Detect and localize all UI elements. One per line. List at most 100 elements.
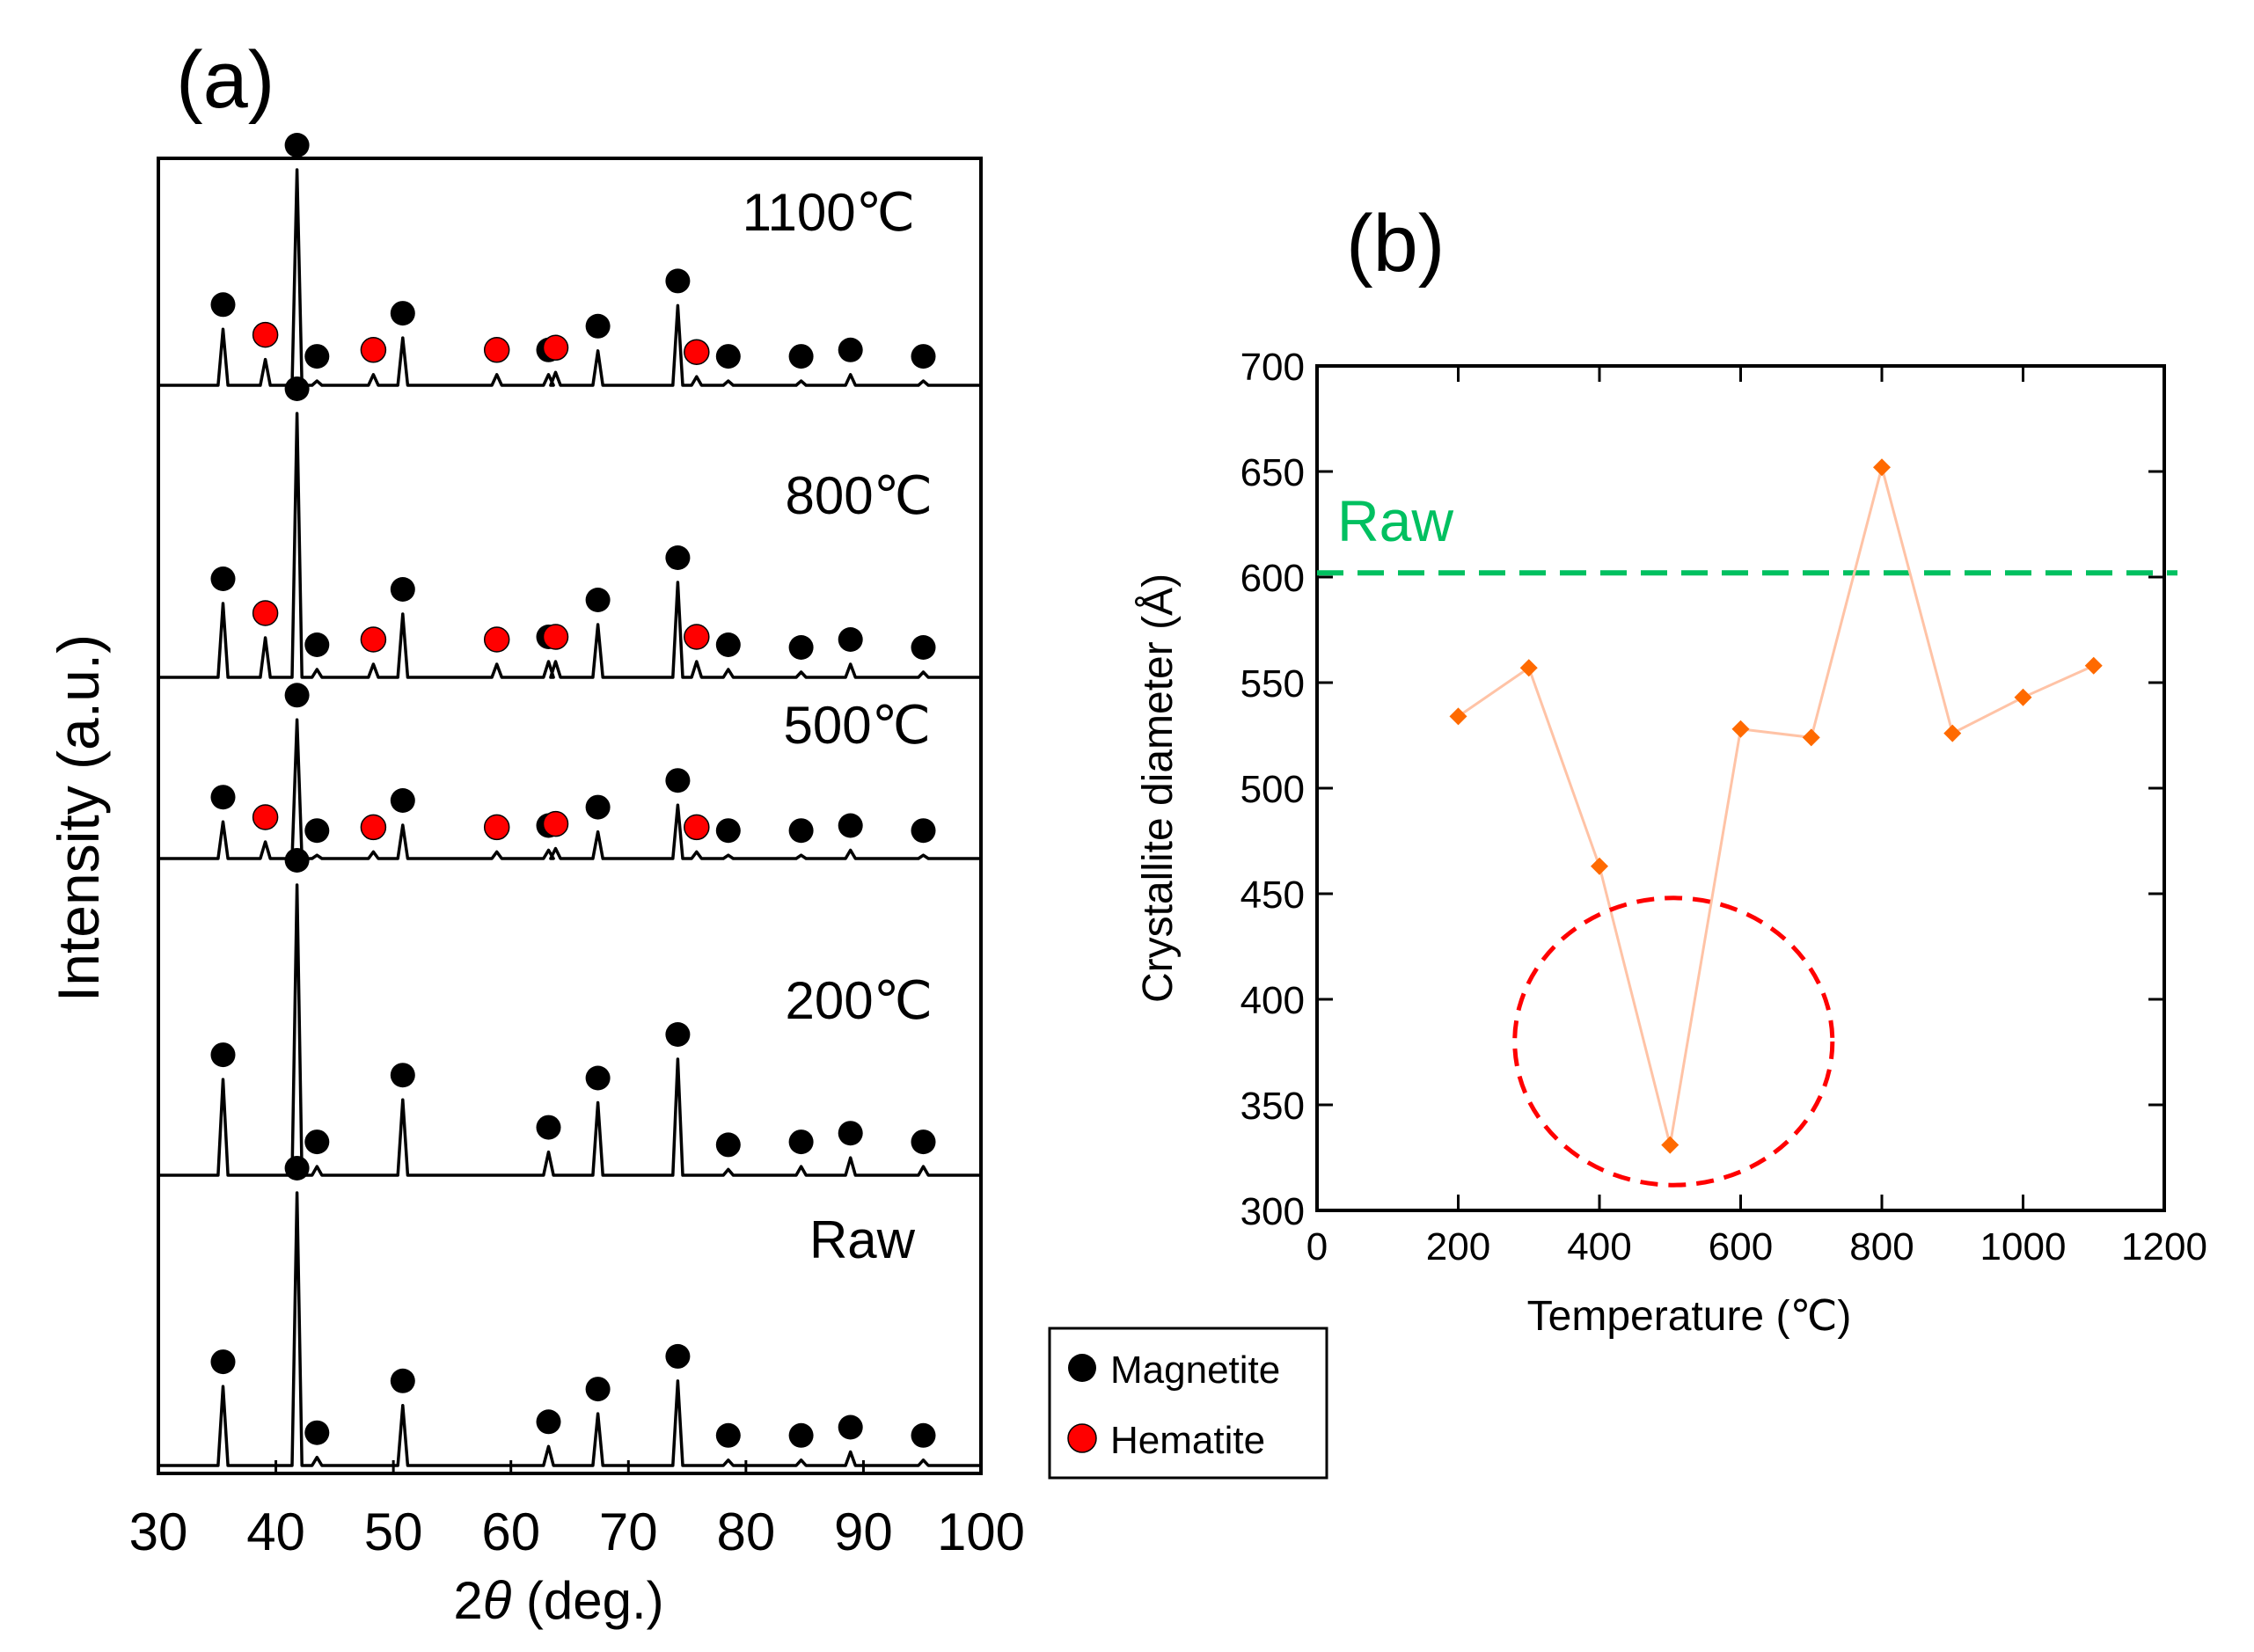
magnetite-peak-marker <box>304 1420 330 1445</box>
magnetite-peak-marker <box>390 1063 415 1088</box>
xrd-pattern-labels: 1100℃ 800℃ 500℃ 200℃ Raw <box>743 183 933 1269</box>
magnetite-peak-marker <box>838 627 863 652</box>
magnetite-peak-marker <box>304 818 330 844</box>
xrd-x-tick-label: 70 <box>599 1502 658 1561</box>
crystallite-y-tick-label: 600 <box>1240 557 1305 600</box>
magnetite-peak-marker <box>585 313 611 339</box>
magnetite-peak-marker <box>665 545 691 570</box>
crystallite-data-point <box>1873 458 1891 477</box>
hematite-peak-marker <box>360 626 387 653</box>
legend-hematite-marker <box>1067 1423 1097 1453</box>
magnetite-peak-marker <box>788 344 814 369</box>
hematite-peak-marker <box>542 624 569 650</box>
crystallite-y-tick-label: 500 <box>1240 768 1305 811</box>
magnetite-peak-marker <box>838 1414 863 1440</box>
magnetite-peak-marker <box>585 1377 611 1402</box>
crystallite-data-point <box>1519 659 1538 677</box>
magnetite-peak-marker <box>788 818 814 844</box>
magnetite-peak-marker <box>304 1129 330 1155</box>
magnetite-peak-marker <box>210 1349 236 1375</box>
xrd-x-axis-label: 2θ (deg.) <box>453 1571 663 1630</box>
magnetite-peak-marker <box>911 635 936 660</box>
magnetite-peak-marker <box>390 301 415 326</box>
crystallite-series-line <box>1457 462 2095 1145</box>
magnetite-peak-marker <box>788 635 814 660</box>
legend-magnetite-label: Magnetite <box>1110 1349 1280 1392</box>
crystallite-y-tick-label: 550 <box>1240 662 1305 705</box>
xrd-pattern-label: 1100℃ <box>743 183 915 242</box>
magnetite-peak-marker <box>390 1368 415 1393</box>
xrd-x-tick-label: 40 <box>246 1502 305 1561</box>
hematite-peak-marker <box>684 814 710 841</box>
xrd-pattern-label: 500℃ <box>784 696 932 755</box>
hematite-peak-marker <box>360 814 387 841</box>
crystallite-series <box>1449 458 2103 1154</box>
xrd-plot-frame <box>157 157 983 1475</box>
crystallite-x-tick-label: 600 <box>1709 1225 1773 1268</box>
crystallite-x-tick-label: 1200 <box>2121 1225 2207 1268</box>
magnetite-peak-marker <box>304 632 330 657</box>
xrd-panel: 1100℃ 800℃ 500℃ 200℃ Raw 30 40 50 60 70 80 90 100 I… <box>46 133 1025 1630</box>
xrd-x-tick-label: 90 <box>834 1502 893 1561</box>
magnetite-peak-marker <box>210 1042 236 1068</box>
crystallite-panel: 300 350 400 450 500 550 600 650 700 0 200 400 600 800… <box>1135 346 2207 1340</box>
magnetite-peak-marker <box>210 292 236 318</box>
raw-reference: Raw <box>1317 488 2177 576</box>
crystallite-x-axis-label: Temperature (℃) <box>1527 1293 1852 1340</box>
magnetite-peak-marker <box>284 848 310 873</box>
magnetite-peak-marker <box>210 567 236 591</box>
hematite-peak-marker <box>684 624 710 650</box>
hematite-peak-marker <box>360 337 387 363</box>
magnetite-peak-marker <box>715 1422 741 1448</box>
magnetite-peak-marker <box>838 337 863 362</box>
xrd-trace <box>158 883 981 1177</box>
crystallite-x-tick-label: 800 <box>1849 1225 1914 1268</box>
magnetite-peak-marker <box>284 133 310 157</box>
hematite-peak-marker <box>542 810 569 837</box>
legend: Magnetite Hematite <box>1048 1327 1328 1480</box>
raw-reference-label: Raw <box>1337 488 1453 553</box>
legend-magnetite-marker <box>1068 1354 1096 1382</box>
magnetite-peak-marker <box>838 813 863 838</box>
magnetite-peak-marker <box>210 785 236 810</box>
magnetite-peak-marker <box>911 1129 936 1155</box>
magnetite-peak-marker <box>715 1132 741 1158</box>
magnetite-peak-marker <box>585 1065 611 1091</box>
magnetite-peak-marker <box>665 768 691 793</box>
crystallite-y-tick-label: 400 <box>1240 979 1305 1022</box>
hematite-peak-marker <box>542 334 569 362</box>
hematite-peak-marker <box>252 804 279 830</box>
xrd-trace <box>158 718 981 860</box>
magnetite-peak-marker <box>284 1156 310 1181</box>
xrd-pattern-label: 200℃ <box>786 971 933 1030</box>
xrd-x-tick-label: 100 <box>937 1502 1025 1561</box>
crystallite-axes: 300 350 400 450 500 550 600 650 700 0 200 400 600 800… <box>1240 346 2207 1268</box>
xrd-trace <box>158 412 981 679</box>
magnetite-peak-marker <box>284 683 310 708</box>
panel-b-label: (b) <box>1346 199 1445 289</box>
xrd-trace <box>158 1191 981 1467</box>
xrd-x-tick-label: 30 <box>129 1502 188 1561</box>
crystallite-data-point <box>1943 724 1962 742</box>
magnetite-peak-marker <box>585 588 611 612</box>
magnetite-peak-marker <box>284 376 310 401</box>
crystallite-data-point <box>1802 728 1820 747</box>
minimum-highlight-ellipse <box>1512 895 1835 1188</box>
xrd-peak-markers <box>210 133 936 1448</box>
panel-a-label: (a) <box>176 35 274 125</box>
magnetite-peak-marker <box>788 1422 814 1448</box>
crystallite-data-point <box>2014 688 2032 706</box>
magnetite-peak-marker <box>715 632 741 657</box>
crystallite-data-point <box>2084 656 2103 675</box>
magnetite-peak-marker <box>715 818 741 844</box>
crystallite-x-tick-label: 0 <box>1306 1225 1328 1268</box>
hematite-peak-marker <box>252 321 279 348</box>
hematite-peak-marker <box>483 337 510 363</box>
magnetite-peak-marker <box>911 1422 936 1448</box>
magnetite-peak-marker <box>665 1343 691 1369</box>
crystallite-y-tick-label: 350 <box>1240 1085 1305 1128</box>
xrd-x-label-prefix: 2 <box>453 1571 482 1630</box>
xrd-x-label-theta: θ <box>483 1571 512 1630</box>
crystallite-data-point <box>1731 720 1750 738</box>
